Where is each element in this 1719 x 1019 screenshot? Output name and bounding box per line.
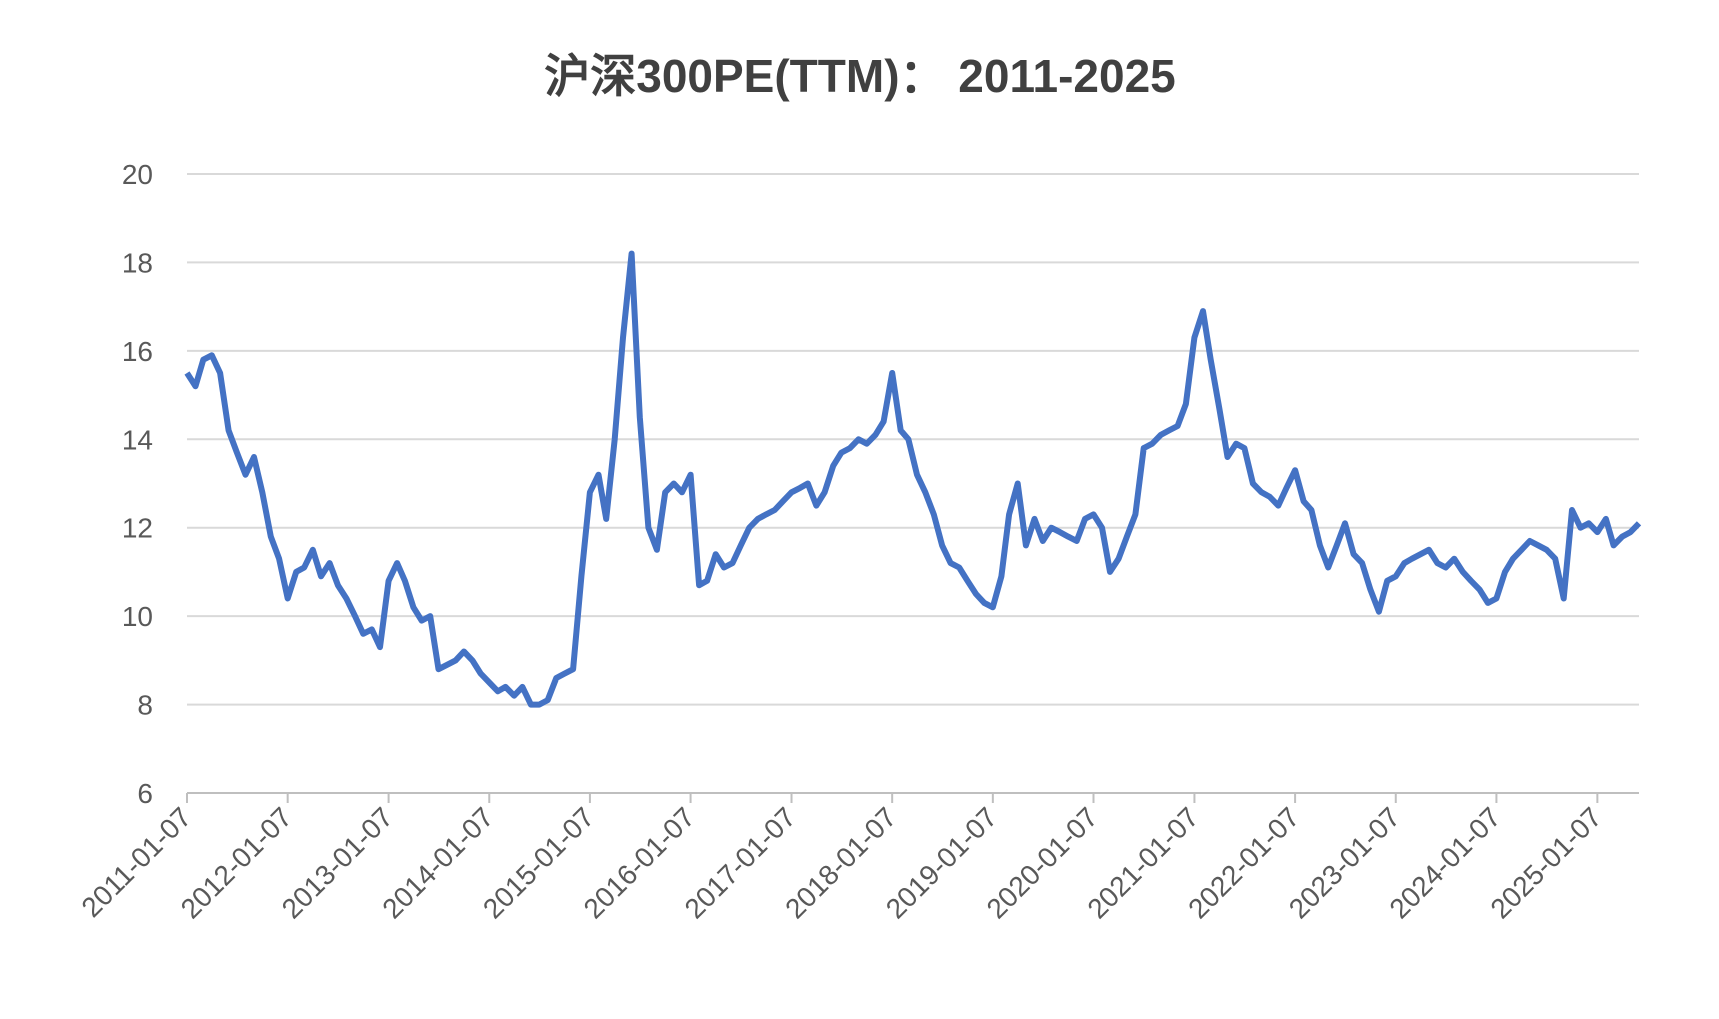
y-tick-label: 6 (137, 778, 153, 809)
y-tick-label: 8 (137, 690, 153, 721)
chart-title: 沪深300PE(TTM)： 2011-2025 (544, 50, 1176, 102)
y-tick-label: 20 (122, 159, 153, 190)
y-tick-label: 14 (122, 424, 153, 455)
y-tick-label: 10 (122, 601, 153, 632)
series-line (184, 250, 1642, 708)
y-tick-label: 16 (122, 336, 153, 367)
y-tick-label: 12 (122, 513, 153, 544)
y-tick-label: 18 (122, 247, 153, 278)
